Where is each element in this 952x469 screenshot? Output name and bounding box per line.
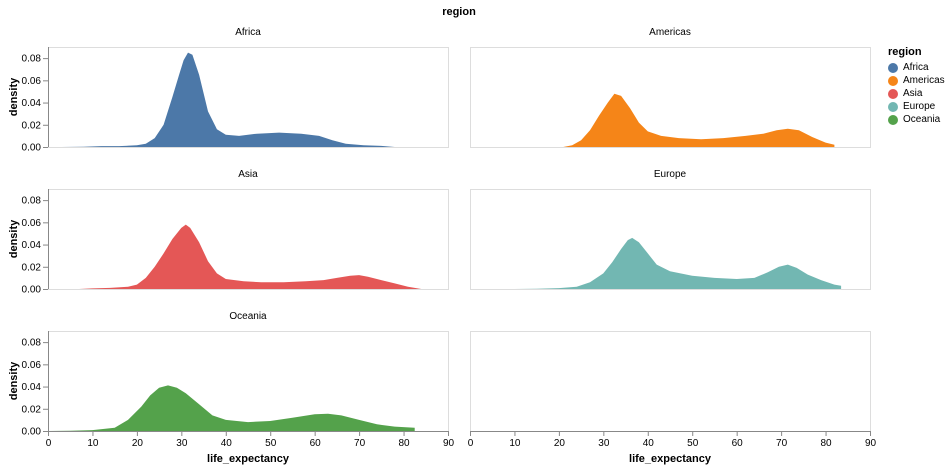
facet-header: Europe xyxy=(654,169,687,180)
y-axis-title: density xyxy=(8,361,20,400)
y-tick-label: 0.02 xyxy=(22,120,42,131)
y-tick-label: 0.00 xyxy=(22,285,42,296)
y-tick-label: 0.08 xyxy=(22,196,42,207)
legend-item-asia: Asia xyxy=(888,87,950,100)
x-tick-label: 70 xyxy=(354,438,366,449)
facet-oceania: Oceania 0.00 0.02 0.04 0.06 0.08 density 0 10 20 3… xyxy=(8,311,454,465)
density-area-europe xyxy=(514,237,842,289)
legend-item-africa: Africa xyxy=(888,61,950,74)
y-tick-label: 0.06 xyxy=(22,218,42,229)
x-tick-label: 70 xyxy=(776,438,788,449)
y-tick-label: 0.08 xyxy=(22,54,42,65)
x-tick-label: 40 xyxy=(221,438,233,449)
panel-frame xyxy=(48,189,449,290)
legend-item-americas: Americas xyxy=(888,74,950,87)
x-tick-label: 80 xyxy=(398,438,410,449)
density-area-oceania xyxy=(48,385,415,431)
legend: region Africa Americas Asia Europe Oceania xyxy=(888,46,950,126)
x-axis-title: life_expectancy xyxy=(629,453,712,465)
facet-header: Oceania xyxy=(229,311,267,322)
y-tick-label: 0.06 xyxy=(22,360,42,371)
legend-label: Oceania xyxy=(903,114,941,125)
legend-swatch xyxy=(888,101,898,112)
x-tick-label: 50 xyxy=(265,438,277,449)
density-area-asia xyxy=(79,224,422,289)
panel-frame xyxy=(48,47,449,148)
y-axis-title: density xyxy=(8,77,20,116)
legend-items: Africa Americas Asia Europe Oceania xyxy=(888,61,950,126)
panel-frame xyxy=(48,331,449,432)
legend-swatch xyxy=(888,88,898,99)
facet-header: Asia xyxy=(238,169,258,180)
x-tick-label: 10 xyxy=(509,438,521,449)
facet-header: Americas xyxy=(649,27,691,38)
x-tick-label: 60 xyxy=(310,438,322,449)
x-axis-title: life_expectancy xyxy=(207,453,290,465)
legend-title: region xyxy=(888,46,922,58)
x-tick-label: 20 xyxy=(132,438,144,449)
y-tick-label: 0.04 xyxy=(22,240,42,251)
y-tick-label: 0.04 xyxy=(22,382,42,393)
legend-item-europe: Europe xyxy=(888,100,950,113)
facet-empty: 0 10 20 30 40 50 60 70 80 90 life_expectancy xyxy=(468,331,877,465)
facet-asia: Asia 0.00 0.02 0.04 0.06 0.08 density xyxy=(8,169,449,296)
legend-label: Africa xyxy=(903,62,929,73)
y-tick-label: 0.06 xyxy=(22,76,42,87)
legend-label: Europe xyxy=(903,101,936,112)
y-tick-label: 0.02 xyxy=(22,404,42,415)
facet-europe: Europe xyxy=(470,169,871,290)
chart-title: region xyxy=(442,6,476,18)
legend-label: Asia xyxy=(903,88,923,99)
panel-frame xyxy=(470,47,871,148)
x-tick-label: 60 xyxy=(732,438,744,449)
x-tick-label: 30 xyxy=(598,438,610,449)
facet-africa: Africa 0.00 0.02 0.04 0.06 0.08 density xyxy=(8,27,449,154)
x-tick-label: 0 xyxy=(468,438,474,449)
legend-swatch xyxy=(888,62,898,73)
y-tick-label: 0.00 xyxy=(22,427,42,438)
density-area-africa xyxy=(61,52,395,147)
legend-swatch xyxy=(888,75,898,86)
y-tick-label: 0.02 xyxy=(22,262,42,273)
facet-americas: Americas xyxy=(470,27,871,148)
facet-panels: Africa 0.00 0.02 0.04 0.06 0.08 density America… xyxy=(8,27,876,465)
legend-item-oceania: Oceania xyxy=(888,113,950,126)
x-tick-label: 10 xyxy=(87,438,99,449)
x-tick-label: 50 xyxy=(687,438,699,449)
panel-frame xyxy=(470,189,871,290)
y-tick-label: 0.08 xyxy=(22,338,42,349)
x-tick-label: 30 xyxy=(176,438,188,449)
x-tick-label: 40 xyxy=(643,438,655,449)
x-tick-label: 80 xyxy=(820,438,832,449)
y-axis-title: density xyxy=(8,219,20,258)
legend-label: Americas xyxy=(903,75,945,86)
x-tick-label: 0 xyxy=(46,438,52,449)
density-area-americas xyxy=(563,93,835,147)
x-tick-label: 90 xyxy=(443,438,455,449)
y-tick-label: 0.04 xyxy=(22,98,42,109)
facet-header: Africa xyxy=(235,27,261,38)
y-tick-label: 0.00 xyxy=(22,143,42,154)
x-tick-label: 20 xyxy=(554,438,566,449)
panel-frame xyxy=(470,331,871,432)
x-tick-label: 90 xyxy=(865,438,877,449)
legend-swatch xyxy=(888,114,898,125)
